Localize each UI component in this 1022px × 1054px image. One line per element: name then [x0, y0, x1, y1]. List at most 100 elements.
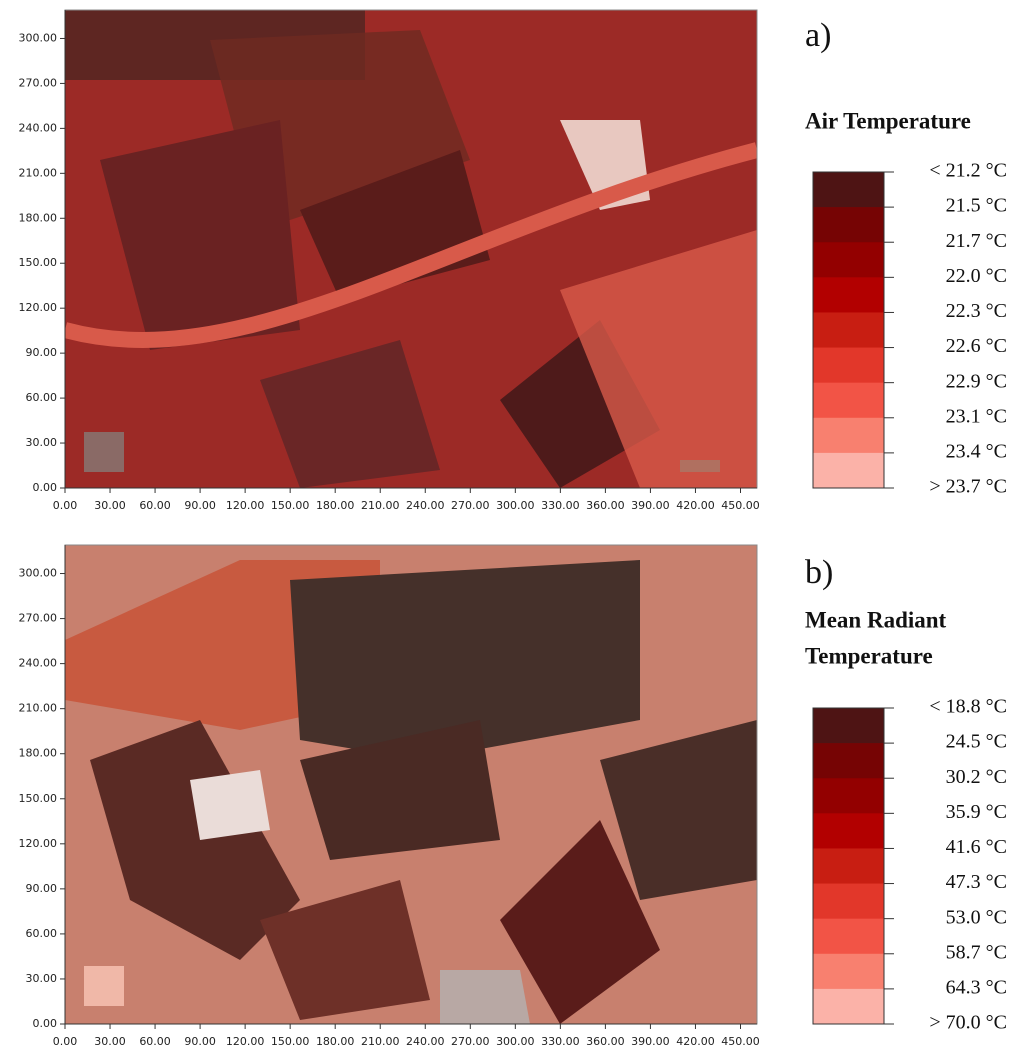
x-tick-label: 300.00 — [496, 1035, 535, 1048]
legend-label: 23.1 °C — [946, 405, 1007, 427]
x-tick-label: 180.00 — [316, 1035, 355, 1048]
y-tick-label: 300.00 — [19, 567, 58, 580]
legend-label: 30.2 °C — [946, 766, 1007, 788]
figure: 0.00 30.00 60.00 90.00 120.00 150.00 180.00 210… — [0, 0, 1022, 1054]
y-tick-label: 180.00 — [19, 211, 58, 224]
map-b — [65, 545, 757, 1024]
x-tick-label: 120.00 — [226, 1035, 265, 1048]
x-tick-label: 360.00 — [586, 1035, 625, 1048]
legend-label: < 18.8 °C — [929, 696, 1007, 718]
x-tick-label: 390.00 — [631, 499, 670, 512]
x-tick-label: 0.00 — [53, 499, 78, 512]
legend-swatch — [813, 708, 884, 744]
legend-swatch — [813, 312, 884, 348]
x-tick-label: 390.00 — [631, 1035, 670, 1048]
y-tick-label: 270.00 — [19, 612, 58, 625]
legend-label: 21.5 °C — [946, 195, 1007, 217]
x-tick-label: 60.00 — [139, 499, 171, 512]
legend-label: < 21.2 °C — [929, 160, 1007, 182]
legend-swatch — [813, 743, 884, 779]
x-tick-label: 330.00 — [541, 499, 580, 512]
panel-label: b) — [805, 554, 833, 591]
legend-label: 47.3 °C — [946, 871, 1007, 893]
x-tick-label: 450.00 — [721, 499, 760, 512]
legend-label: 21.7 °C — [946, 230, 1007, 252]
x-tick-label: 300.00 — [496, 499, 535, 512]
legend-swatch — [813, 383, 884, 419]
x-tick-label: 270.00 — [451, 1035, 490, 1048]
x-tick-label: 240.00 — [406, 499, 445, 512]
y-tick-label: 60.00 — [26, 927, 58, 940]
legend-label: 22.9 °C — [946, 370, 1007, 392]
legend-swatch — [813, 778, 884, 814]
y-tick-label: 150.00 — [19, 256, 58, 269]
y-tick-label: 90.00 — [26, 882, 58, 895]
legend-label: 22.6 °C — [946, 335, 1007, 357]
x-tick-label: 150.00 — [271, 1035, 310, 1048]
map-a — [65, 10, 757, 488]
x-tick-label: 150.00 — [271, 499, 310, 512]
legend-swatch — [813, 277, 884, 313]
y-tick-label: 210.00 — [19, 166, 58, 179]
x-tick-label: 210.00 — [361, 1035, 400, 1048]
legend-swatch — [813, 813, 884, 849]
y-tick-label: 240.00 — [19, 657, 58, 670]
x-tick-label: 90.00 — [184, 499, 216, 512]
legend-label: 58.7 °C — [946, 941, 1007, 963]
legend-label: 22.0 °C — [946, 265, 1007, 287]
panel-label: a) — [805, 17, 831, 54]
legend-label: 23.4 °C — [946, 440, 1007, 462]
y-tick-label: 210.00 — [19, 702, 58, 715]
y-tick-label: 270.00 — [19, 76, 58, 89]
legend-label: 24.5 °C — [946, 731, 1007, 753]
y-tick-label: 300.00 — [19, 31, 58, 44]
legend-label: 64.3 °C — [946, 976, 1007, 998]
x-tick-label: 180.00 — [316, 499, 355, 512]
y-tick-label: 120.00 — [19, 837, 58, 850]
x-tick-label: 60.00 — [139, 1035, 171, 1048]
legend-swatch — [813, 954, 884, 990]
legend-swatch — [813, 919, 884, 955]
legend-label: 53.0 °C — [946, 906, 1007, 928]
x-tick-label: 30.00 — [94, 1035, 126, 1048]
legend-title: Air Temperature — [805, 108, 971, 133]
y-tick-label: 0.00 — [33, 1017, 58, 1030]
x-tick-label: 270.00 — [451, 499, 490, 512]
y-tick-label: 60.00 — [26, 391, 58, 404]
legend-swatch — [813, 989, 884, 1025]
y-tick-label: 0.00 — [33, 481, 58, 494]
y-tick-label: 30.00 — [26, 436, 58, 449]
x-tick-label: 210.00 — [361, 499, 400, 512]
legend-swatch — [813, 207, 884, 243]
y-tick-label: 120.00 — [19, 301, 58, 314]
x-tick-label: 240.00 — [406, 1035, 445, 1048]
legend-swatch — [813, 242, 884, 278]
x-tick-label: 450.00 — [721, 1035, 760, 1048]
x-tick-label: 30.00 — [94, 499, 126, 512]
legend-swatch — [813, 453, 884, 489]
y-tick-label: 30.00 — [26, 972, 58, 985]
legend-label: 22.3 °C — [946, 300, 1007, 322]
y-tick-label: 240.00 — [19, 121, 58, 134]
legend-label: > 23.7 °C — [929, 476, 1007, 498]
legend-label: > 70.0 °C — [929, 1012, 1007, 1034]
legend-swatch — [813, 848, 884, 884]
x-tick-label: 90.00 — [184, 1035, 216, 1048]
legend-title: Mean Radiant — [805, 607, 947, 632]
x-tick-label: 360.00 — [586, 499, 625, 512]
legend-label: 35.9 °C — [946, 801, 1007, 823]
x-tick-label: 330.00 — [541, 1035, 580, 1048]
x-tick-label: 420.00 — [676, 499, 715, 512]
legend-swatch — [813, 348, 884, 384]
y-tick-label: 90.00 — [26, 346, 58, 359]
x-tick-label: 0.00 — [53, 1035, 78, 1048]
legend-swatch — [813, 172, 884, 208]
legend-swatch — [813, 418, 884, 454]
y-tick-label: 180.00 — [19, 747, 58, 760]
y-tick-label: 150.00 — [19, 792, 58, 805]
legend-title: Temperature — [805, 643, 933, 668]
legend-swatch — [813, 884, 884, 920]
legend-label: 41.6 °C — [946, 836, 1007, 858]
x-tick-label: 120.00 — [226, 499, 265, 512]
x-tick-label: 420.00 — [676, 1035, 715, 1048]
